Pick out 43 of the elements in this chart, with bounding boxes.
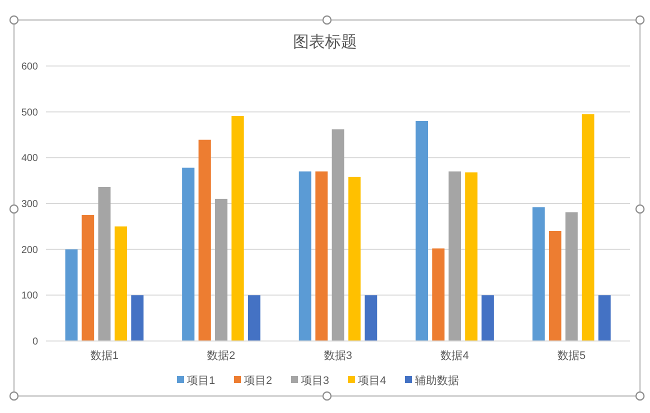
bar (532, 207, 545, 341)
x-tick-label: 数据5 (558, 350, 586, 362)
legend-label: 项目2 (244, 374, 272, 387)
chart-title: 图表标题 (293, 33, 357, 51)
bar (348, 176, 361, 341)
legend-label: 项目1 (187, 374, 216, 387)
bar (198, 140, 211, 341)
bar (582, 114, 594, 341)
bar (98, 187, 111, 341)
y-tick-label: 300 (21, 199, 38, 210)
bar (231, 116, 244, 341)
bar (298, 171, 312, 341)
bar (565, 212, 578, 341)
bar (182, 168, 194, 341)
y-tick-label: 200 (21, 244, 38, 256)
bar (332, 129, 344, 341)
bar (548, 231, 562, 341)
x-tick-label: 数据4 (440, 350, 469, 362)
legend-label: 辅助数据 (415, 374, 459, 387)
bar (465, 172, 478, 341)
y-tick-label: 100 (21, 290, 38, 302)
bar (82, 214, 94, 341)
legend-label: 项目3 (301, 374, 330, 387)
bar (215, 198, 228, 341)
y-tick-label: 600 (21, 62, 38, 72)
bar (416, 121, 428, 341)
bar (248, 295, 260, 341)
bar (448, 171, 461, 341)
x-tick-label: 数据1 (90, 350, 118, 362)
y-tick-label: 500 (21, 107, 38, 118)
x-tick-label: 数据2 (207, 350, 236, 362)
legend-label: 项目4 (358, 374, 386, 387)
y-tick-label: 0 (32, 336, 38, 348)
bar (598, 295, 611, 341)
bar (131, 295, 144, 341)
bar (114, 226, 128, 341)
bar (432, 248, 445, 341)
bar (364, 295, 378, 341)
y-tick-label: 400 (21, 153, 38, 164)
x-tick-label: 数据3 (324, 350, 352, 362)
bar (315, 171, 328, 341)
bar (482, 295, 494, 341)
bar (65, 249, 78, 341)
